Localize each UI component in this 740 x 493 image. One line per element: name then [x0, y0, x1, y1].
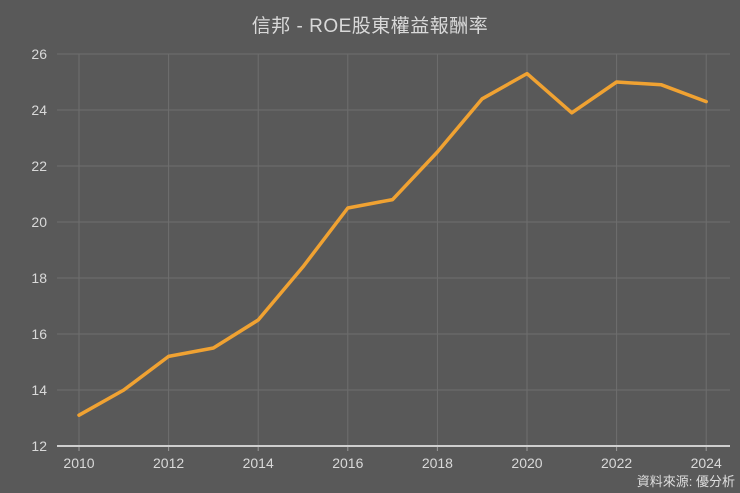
y-axis-tick-label: 16: [31, 326, 47, 342]
data-source-label: 資料來源: 優分析: [636, 474, 735, 489]
x-axis-tick-label: 2024: [691, 455, 722, 471]
x-axis-tick-label: 2020: [511, 455, 542, 471]
y-axis-tick-label: 26: [31, 46, 47, 62]
x-axis-tick-label: 2014: [243, 455, 274, 471]
roe-line-series: [77, 71, 708, 417]
x-axis-tick-label: 2022: [601, 455, 632, 471]
x-axis-tick-label: 2016: [332, 455, 363, 471]
y-axis-tick-label: 20: [31, 214, 47, 230]
x-axis-tick-label: 2010: [63, 455, 94, 471]
y-axis-tick-label: 18: [31, 270, 47, 286]
x-axis-tick-label: 2018: [422, 455, 453, 471]
y-axis-tick-label: 14: [31, 382, 47, 398]
y-axis-tick-label: 24: [31, 102, 47, 118]
y-axis-tick-label: 12: [31, 438, 47, 454]
chart-title: 信邦 - ROE股東權益報酬率: [251, 16, 489, 37]
x-axis-tick-label: 2012: [153, 455, 184, 471]
y-axis-tick-label: 22: [31, 158, 47, 174]
